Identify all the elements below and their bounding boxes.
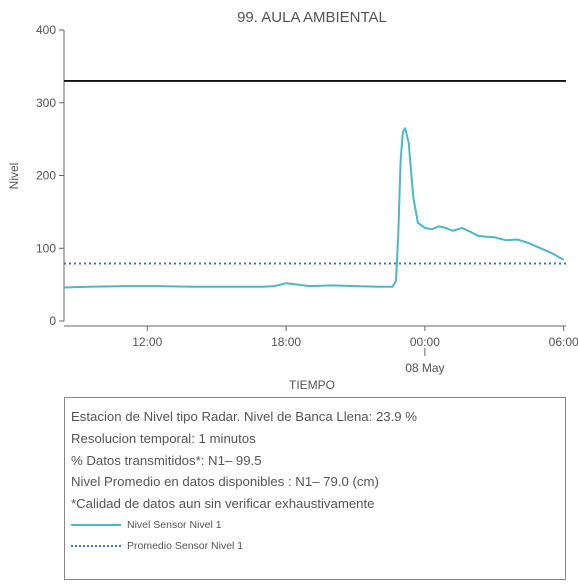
y-tick-label: 200 [36,169,56,183]
x-axis-label: TIEMPO [289,378,335,392]
x-date-label: 08 May [405,361,444,375]
info-box: Estacion de Nivel tipo Radar. Nivel de B… [64,397,566,580]
legend-label-average: Promedio Sensor Nivel 1 [127,540,244,553]
info-line-quality-note: *Calidad de datos aun sin verificar exha… [71,496,375,512]
legend-swatch-average [71,545,121,548]
chart-marks [63,80,566,289]
info-line-bankfull: Estacion de Nivel tipo Radar. Nivel de B… [71,409,418,424]
info-line-average: Nivel Promedio en datos disponibles : N1… [71,474,379,490]
chart-title: 99. AULA AMBIENTAL [237,9,387,26]
y-tick-label: 300 [36,96,56,110]
legend-entry-level: Nivel Sensor Nivel 1 [71,515,565,536]
x-tick-label: 18:00 [271,335,301,349]
y-tick-label: 100 [36,241,56,255]
axes: 0 100 200 300 400 12:00 18:00 00:00 06:00 08 May [36,23,578,375]
level-chart: 99. AULA AMBIENTAL Nivel TIEMPO 0 100 200 3… [7,9,578,392]
x-tick-label: 00:00 [410,335,440,349]
x-tick-label: 12:00 [132,335,162,349]
y-axis-label: Nivel [7,163,21,190]
y-tick-label: 400 [36,23,56,37]
info-line-resolution: Resolucion temporal: 1 minutos [71,430,256,446]
legend-swatch-level [71,524,121,527]
legend-entry-average: Promedio Sensor Nivel 1 [71,536,565,557]
info-line-transmitted: % Datos transmitidos*: N1– 99.5 [71,452,262,468]
y-tick-label: 0 [49,314,56,328]
x-tick-label: 06:00 [549,335,578,349]
legend-label-level: Nivel Sensor Nivel 1 [127,519,222,532]
level-series-line [63,127,565,289]
